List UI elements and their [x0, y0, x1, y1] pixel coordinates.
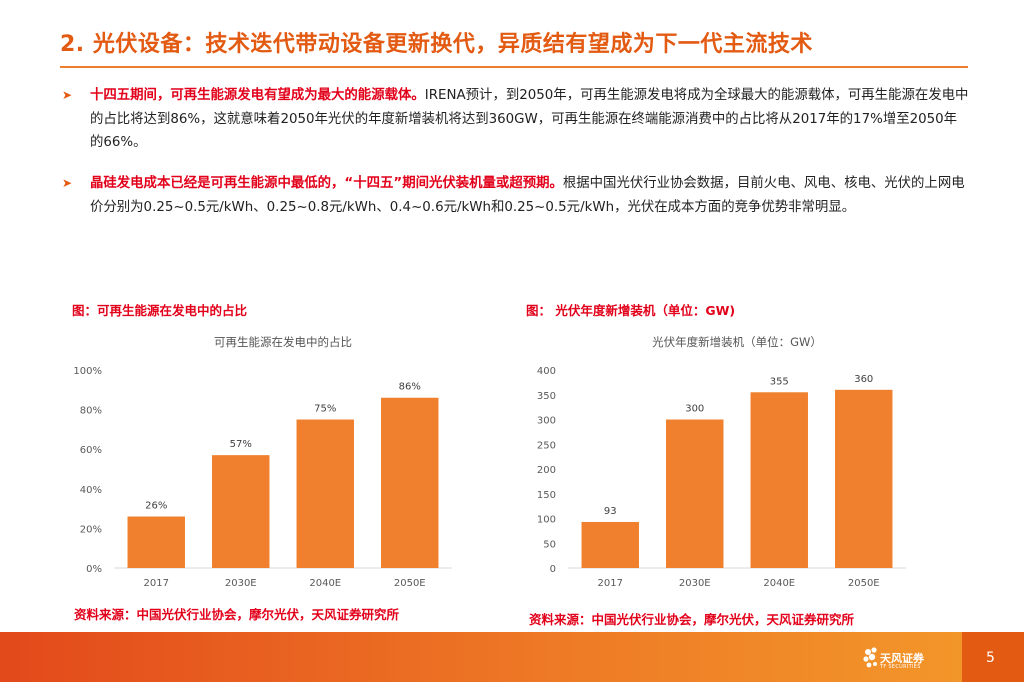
- x-tick-label: 2017: [144, 578, 169, 589]
- data-label: 300: [685, 404, 704, 415]
- figure-1-source: 资料来源：中国光伏行业协会，摩尔光伏，天风证券研究所: [74, 607, 400, 622]
- page-number: 5: [986, 650, 995, 666]
- x-tick-label: 2050E: [848, 578, 880, 589]
- y-tick-label: 300: [537, 416, 556, 427]
- chart-0-title: 可再生能源在发电中的占比: [214, 335, 352, 349]
- chart-pv-installs: 光伏年度新增装机（单位：GW） 0 50 100 150 200 250 300 350 400 9…: [514, 328, 914, 600]
- bar-2040E: [296, 419, 354, 568]
- chart-pv-installs-svg: 光伏年度新增装机（单位：GW） 0 50 100 150 200 250 300 350 400 9…: [537, 335, 906, 589]
- y-tick-label: 80%: [80, 406, 102, 417]
- brand-name: 天风证券: [880, 652, 924, 665]
- page-number-box: [962, 632, 1024, 682]
- x-tick-label: 2050E: [394, 578, 426, 589]
- figure-2-source: 资料来源：中国光伏行业协会，摩尔光伏，天风证券研究所: [529, 612, 855, 627]
- bar-2017: [581, 521, 639, 568]
- y-tick-label: 150: [537, 490, 556, 501]
- bullet-2: ➤ 晶硅发电成本已经是可再生能源中最低的，“十四五”期间光伏装机量或超预期。根据…: [62, 172, 970, 219]
- bullet-2-highlight: 晶硅发电成本已经是可再生能源中最低的，“十四五”期间光伏装机量或超预期。: [90, 176, 563, 191]
- x-tick-label: 2040E: [309, 578, 341, 589]
- y-tick-label: 60%: [80, 445, 102, 456]
- x-tick-label: 2040E: [763, 578, 795, 589]
- bullet-1-text: 十四五期间，可再生能源发电有望成为最大的能源载体。IRENA预计，到2050年，…: [90, 84, 970, 155]
- y-tick-label: 40%: [80, 485, 102, 496]
- data-label: 86%: [399, 382, 421, 393]
- bar-2017: [127, 516, 185, 568]
- data-label: 57%: [230, 439, 252, 450]
- brand-name-en: TF SECURITIES: [880, 664, 921, 670]
- arrow-bullet-icon: ➤: [62, 88, 73, 102]
- bar-2050E: [381, 397, 439, 568]
- y-tick-label: 0%: [86, 564, 102, 575]
- data-label: 355: [770, 376, 789, 387]
- y-tick-label: 100: [537, 515, 556, 526]
- bullet-1: ➤ 十四五期间，可再生能源发电有望成为最大的能源载体。IRENA预计，到2050…: [62, 84, 970, 155]
- x-tick-label: 2030E: [225, 578, 257, 589]
- bar-2030E: [212, 455, 270, 568]
- x-tick-label: 2030E: [679, 578, 711, 589]
- y-tick-label: 400: [537, 366, 556, 377]
- bullet-2-body: 根据中国光伏行业协会数据，目前火电、风电、核电、光伏的上网电价分别为0.25~0…: [90, 176, 965, 215]
- y-tick-label: 50: [543, 539, 556, 550]
- data-label: 93: [604, 506, 617, 517]
- y-tick-label: 350: [537, 391, 556, 402]
- y-tick-label: 20%: [80, 524, 102, 535]
- data-label: 26%: [145, 501, 167, 512]
- bar-2040E: [750, 392, 808, 568]
- bullet-2-text: 晶硅发电成本已经是可再生能源中最低的，“十四五”期间光伏装机量或超预期。根据中国…: [90, 172, 970, 219]
- bar-2050E: [835, 389, 893, 568]
- figure-2-label: 图： 光伏年度新增装机（单位：GW): [526, 303, 736, 318]
- x-tick-label: 2017: [598, 578, 623, 589]
- bullet-1-highlight: 十四五期间，可再生能源发电有望成为最大的能源载体。: [90, 88, 425, 103]
- chart-renewable-share-svg: 可再生能源在发电中的占比 0% 20% 40% 60% 80% 100% 26% 2017 57%…: [73, 335, 452, 589]
- tf-logo-icon: [863, 647, 877, 668]
- y-tick-label: 100%: [73, 366, 102, 377]
- title-divider: [60, 66, 968, 68]
- footer-bar: [0, 632, 1024, 682]
- bullet-1-body: IRENA预计，到2050年，可再生能源发电将成为全球最大的能源载体，可再生能源…: [90, 88, 969, 150]
- bar-2030E: [666, 419, 724, 568]
- data-label: 360: [854, 374, 873, 385]
- arrow-bullet-icon: ➤: [62, 176, 73, 190]
- chart-1-title: 光伏年度新增装机（单位：GW）: [652, 335, 822, 349]
- y-tick-label: 200: [537, 465, 556, 476]
- page-title: 2. 光伏设备：技术迭代带动设备更新换代，异质结有望成为下一代主流技术: [60, 32, 813, 57]
- data-label: 75%: [314, 404, 336, 415]
- y-tick-label: 0: [550, 564, 556, 575]
- chart-renewable-share: 可再生能源在发电中的占比 0% 20% 40% 60% 80% 100% 26% 2017 57%…: [60, 328, 460, 600]
- figure-1-label: 图：可再生能源在发电中的占比: [72, 303, 248, 318]
- y-tick-label: 250: [537, 440, 556, 451]
